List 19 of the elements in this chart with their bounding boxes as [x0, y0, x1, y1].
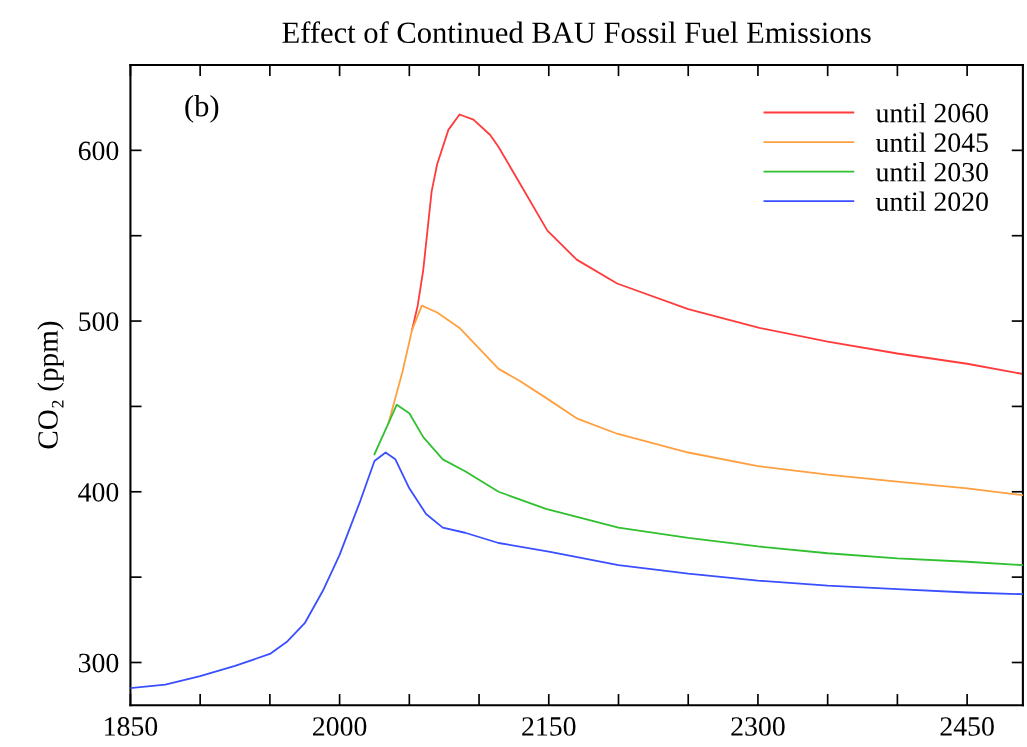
y-tick-label: 300: [78, 653, 119, 673]
legend-label: until 2030: [875, 162, 988, 182]
legend-label: until 2045: [875, 132, 988, 153]
y-tick-label: 600: [78, 141, 119, 161]
legend-label: until 2060: [875, 102, 988, 123]
x-tick-label: 2450: [940, 717, 994, 736]
legend-label: until 2020: [875, 191, 988, 212]
line-series: [373, 403, 1023, 567]
y-tick-label: 500: [79, 312, 119, 331]
x-tick-label: 1850: [105, 717, 158, 736]
line-series: [387, 304, 1023, 497]
line-series: [130, 451, 1023, 690]
x-tick-label: 2300: [731, 717, 785, 736]
y-tick-label: 400: [78, 482, 119, 502]
chart-title: Effect of Continued BAU Fossil Fuel Emissions: [282, 21, 871, 44]
y-axis-title: CO₂ (ppm): [37, 321, 64, 449]
x-tick-label: 2000: [313, 717, 367, 736]
annotation: (b): [185, 95, 219, 123]
x-tick-label: 2150: [522, 717, 576, 736]
